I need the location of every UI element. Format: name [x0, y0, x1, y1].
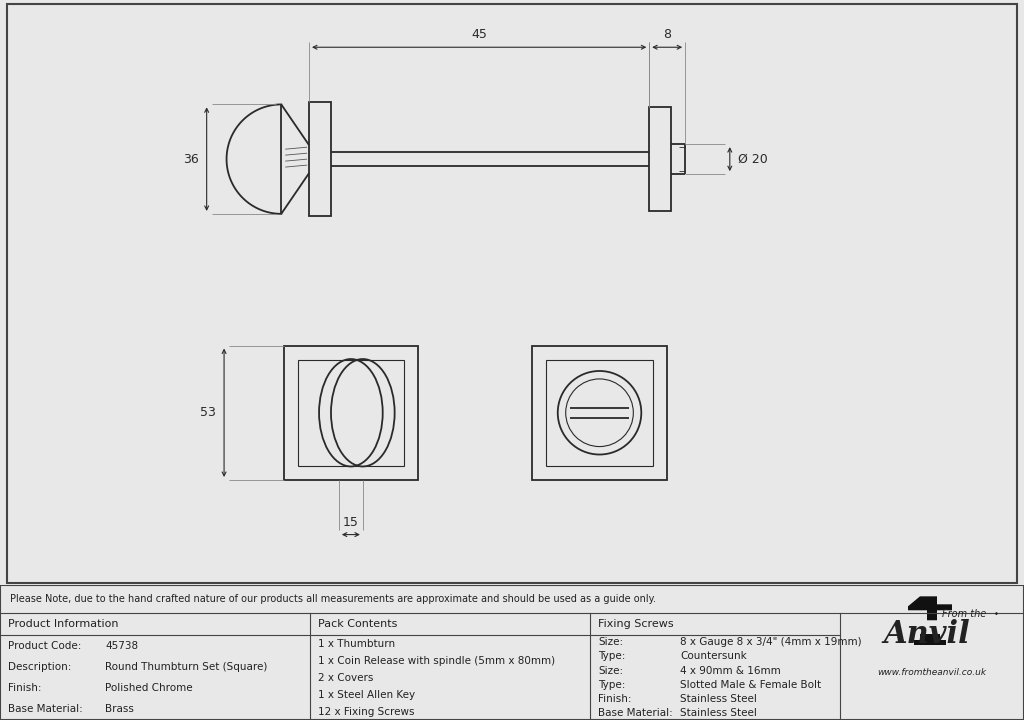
- Text: Finish:: Finish:: [598, 694, 632, 704]
- Bar: [547, 359, 652, 466]
- Text: Anvil: Anvil: [884, 618, 971, 649]
- Text: Type:: Type:: [598, 652, 626, 662]
- Text: 45738: 45738: [105, 641, 138, 651]
- Text: 12 x Fixing Screws: 12 x Fixing Screws: [318, 706, 415, 716]
- Text: 2 x Covers: 2 x Covers: [318, 672, 374, 683]
- Text: 45: 45: [471, 28, 487, 41]
- Text: Ø 20: Ø 20: [737, 153, 768, 166]
- Bar: [649, 107, 671, 212]
- Text: Polished Chrome: Polished Chrome: [105, 683, 193, 693]
- Bar: [284, 346, 418, 480]
- Text: Fixing Screws: Fixing Screws: [598, 619, 674, 629]
- Text: Size:: Size:: [598, 665, 624, 675]
- Text: Base Material:: Base Material:: [598, 708, 673, 718]
- Bar: [298, 359, 404, 466]
- Text: Product Information: Product Information: [8, 619, 119, 629]
- Text: Slotted Male & Female Bolt: Slotted Male & Female Bolt: [680, 680, 821, 690]
- Text: 53: 53: [201, 406, 216, 419]
- Text: www.fromtheanvil.co.uk: www.fromtheanvil.co.uk: [878, 667, 986, 677]
- Polygon shape: [908, 596, 952, 620]
- Text: 1 x Coin Release with spindle (5mm x 80mm): 1 x Coin Release with spindle (5mm x 80m…: [318, 656, 555, 666]
- Text: Type:: Type:: [598, 680, 626, 690]
- Text: Pack Contents: Pack Contents: [318, 619, 397, 629]
- Polygon shape: [914, 634, 946, 645]
- Text: Finish:: Finish:: [8, 683, 42, 693]
- Text: Stainless Steel: Stainless Steel: [680, 694, 757, 704]
- Text: Description:: Description:: [8, 662, 72, 672]
- Text: 4 x 90mm & 16mm: 4 x 90mm & 16mm: [680, 665, 780, 675]
- Text: Brass: Brass: [105, 704, 134, 714]
- Bar: [532, 346, 667, 480]
- Text: Stainless Steel: Stainless Steel: [680, 708, 757, 718]
- Text: 8 x Gauge 8 x 3/4" (4mm x 19mm): 8 x Gauge 8 x 3/4" (4mm x 19mm): [680, 637, 861, 647]
- Bar: [309, 102, 331, 216]
- Text: Base Material:: Base Material:: [8, 704, 83, 714]
- Text: 8: 8: [664, 28, 671, 41]
- Text: Round Thumbturn Set (Square): Round Thumbturn Set (Square): [105, 662, 267, 672]
- Text: Product Code:: Product Code:: [8, 641, 81, 651]
- Text: 1 x Thumbturn: 1 x Thumbturn: [318, 639, 395, 649]
- Text: 36: 36: [183, 153, 199, 166]
- Text: 15: 15: [343, 516, 358, 528]
- Text: From the: From the: [942, 609, 986, 619]
- Text: Countersunk: Countersunk: [680, 652, 746, 662]
- Text: •: •: [994, 610, 998, 618]
- Text: 1 x Steel Allen Key: 1 x Steel Allen Key: [318, 690, 415, 700]
- Text: Please Note, due to the hand crafted nature of our products all measurements are: Please Note, due to the hand crafted nat…: [10, 594, 656, 604]
- Text: Size:: Size:: [598, 637, 624, 647]
